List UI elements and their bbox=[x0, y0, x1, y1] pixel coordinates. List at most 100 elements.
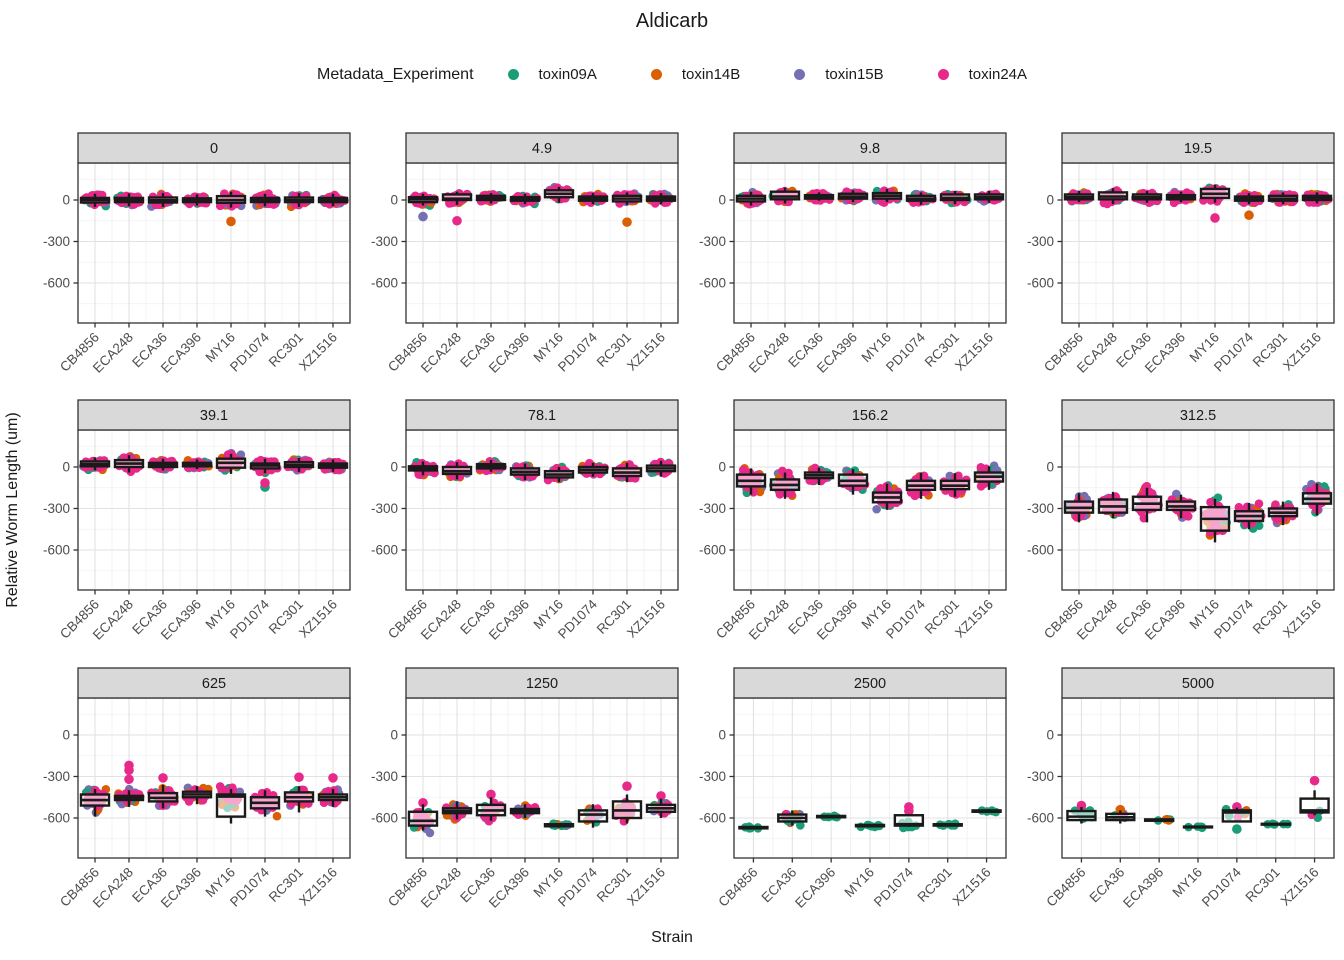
y-tick-label: 0 bbox=[62, 728, 70, 743]
facet-strip bbox=[1061, 399, 1335, 431]
y-tick-label: 0 bbox=[1046, 193, 1054, 208]
y-tick-label: 0 bbox=[390, 460, 398, 475]
box-CB4856 bbox=[735, 191, 767, 206]
y-tick-label: -300 bbox=[43, 501, 70, 516]
box-XZ1516 bbox=[317, 788, 349, 807]
y-tick-label: -600 bbox=[371, 543, 398, 558]
x-tick-label: RC301 bbox=[915, 865, 955, 905]
facet-strip-label: 312.5 bbox=[1180, 408, 1216, 424]
facet-strip-label: 2500 bbox=[854, 676, 886, 692]
facet-strip bbox=[77, 132, 351, 164]
legend-label: toxin15B bbox=[825, 66, 884, 83]
y-tick-label: 0 bbox=[718, 460, 726, 475]
y-tick-label: -300 bbox=[1027, 234, 1054, 249]
x-tick-label: XZ1516 bbox=[296, 597, 340, 641]
facet-strip-label: 4.9 bbox=[532, 141, 552, 157]
box-ECA396 bbox=[181, 786, 213, 805]
x-tick-label: ECA396 bbox=[792, 865, 838, 911]
facet-strip bbox=[733, 667, 1007, 699]
facet-strip bbox=[733, 132, 1007, 164]
legend-dot-icon bbox=[650, 69, 662, 80]
facet-strip bbox=[77, 399, 351, 431]
x-tick-label: XZ1516 bbox=[624, 330, 668, 374]
box-ECA396 bbox=[181, 459, 213, 470]
box-PD1074 bbox=[893, 814, 925, 827]
y-tick-label: 0 bbox=[62, 460, 70, 475]
box-MY16 bbox=[543, 186, 575, 203]
y-tick-label: -600 bbox=[1027, 811, 1054, 826]
box-ECA248 bbox=[769, 472, 801, 499]
box-ECA248 bbox=[1097, 188, 1129, 205]
box-MY16 bbox=[215, 453, 247, 474]
box-RC301 bbox=[283, 786, 315, 813]
box-ECA36 bbox=[1131, 487, 1163, 523]
box-XZ1516 bbox=[645, 193, 677, 205]
box-ECA248 bbox=[441, 191, 473, 205]
x-tick-label: XZ1516 bbox=[1280, 597, 1324, 641]
box-CB4856 bbox=[79, 193, 111, 207]
y-tick-label: 0 bbox=[390, 728, 398, 743]
box-XZ1516 bbox=[973, 466, 1005, 490]
x-tick-label: PD1074 bbox=[1199, 864, 1244, 909]
y-tick-label: -300 bbox=[1027, 769, 1054, 784]
box-RC301 bbox=[939, 191, 971, 205]
y-tick-label: 0 bbox=[718, 728, 726, 743]
box-MY16 bbox=[1199, 498, 1231, 543]
facet-strip-label: 19.5 bbox=[1184, 141, 1212, 157]
facet-39.1: 39.10-300-600CB4856ECA248ECA36ECA396MY16… bbox=[43, 399, 351, 643]
facet-4.9: 4.90-300-600CB4856ECA248ECA36ECA396MY16P… bbox=[371, 132, 679, 376]
box-PD1074 bbox=[1233, 502, 1265, 530]
facet-grid: 00-300-600CB4856ECA248ECA36ECA396MY16PD1… bbox=[4, 132, 1335, 946]
box-ECA396 bbox=[1165, 191, 1197, 203]
box-CB4856 bbox=[79, 457, 111, 471]
y-tick-label: -600 bbox=[43, 276, 70, 291]
legend-item-toxin24A: toxin24A bbox=[937, 66, 1027, 83]
box-XZ1516 bbox=[1301, 192, 1333, 204]
box-MY16 bbox=[215, 191, 247, 208]
facet-strip bbox=[405, 667, 679, 699]
facet-strip bbox=[1061, 132, 1335, 164]
facet-strip-label: 9.8 bbox=[860, 141, 880, 157]
box-ECA248 bbox=[113, 455, 145, 473]
box-CB4856 bbox=[1063, 191, 1095, 203]
box-PD1074 bbox=[249, 193, 281, 207]
box-CB4856 bbox=[407, 193, 439, 206]
y-tick-label: -600 bbox=[43, 543, 70, 558]
box-PD1074 bbox=[249, 458, 281, 474]
box-MY16 bbox=[871, 483, 903, 510]
box-RC301 bbox=[1260, 822, 1291, 826]
y-tick-label: -300 bbox=[699, 769, 726, 784]
legend-item-toxin09A: toxin09A bbox=[507, 66, 597, 83]
legend: Metadata_Experiment toxin09A toxin14B toxi… bbox=[0, 66, 1344, 84]
box-RC301 bbox=[932, 823, 963, 827]
box-MY16 bbox=[854, 823, 886, 828]
facet-strip bbox=[733, 399, 1007, 431]
box-MY16 bbox=[543, 467, 575, 483]
facet-625: 6250-300-600CB4856ECA248ECA36ECA396MY16P… bbox=[43, 667, 351, 911]
box-ECA248 bbox=[113, 193, 145, 207]
box-ECA396 bbox=[509, 463, 541, 481]
box-XZ1516 bbox=[1301, 483, 1333, 516]
box-XZ1516 bbox=[971, 809, 1002, 813]
facet-strip-label: 0 bbox=[210, 141, 218, 157]
x-tick-label: ECA396 bbox=[1120, 865, 1166, 911]
box-CB4856 bbox=[407, 804, 439, 831]
facet-19.5: 19.50-300-600CB4856ECA248ECA36ECA396MY16… bbox=[1027, 132, 1335, 376]
legend-dot-icon bbox=[507, 69, 519, 80]
box-ECA396 bbox=[837, 469, 869, 495]
box-ECA36 bbox=[147, 193, 179, 207]
facet-strip-label: 1250 bbox=[526, 676, 558, 692]
box-ECA36 bbox=[803, 192, 835, 201]
box-PD1074 bbox=[577, 193, 609, 205]
y-tick-label: -300 bbox=[371, 234, 398, 249]
y-tick-label: -600 bbox=[699, 276, 726, 291]
box-CB4856 bbox=[407, 461, 439, 476]
x-tick-label: XZ1516 bbox=[1278, 865, 1322, 909]
legend-label: toxin09A bbox=[538, 66, 597, 83]
box-XZ1516 bbox=[645, 460, 677, 477]
box-PD1074 bbox=[905, 192, 937, 205]
box-PD1074 bbox=[905, 472, 937, 499]
